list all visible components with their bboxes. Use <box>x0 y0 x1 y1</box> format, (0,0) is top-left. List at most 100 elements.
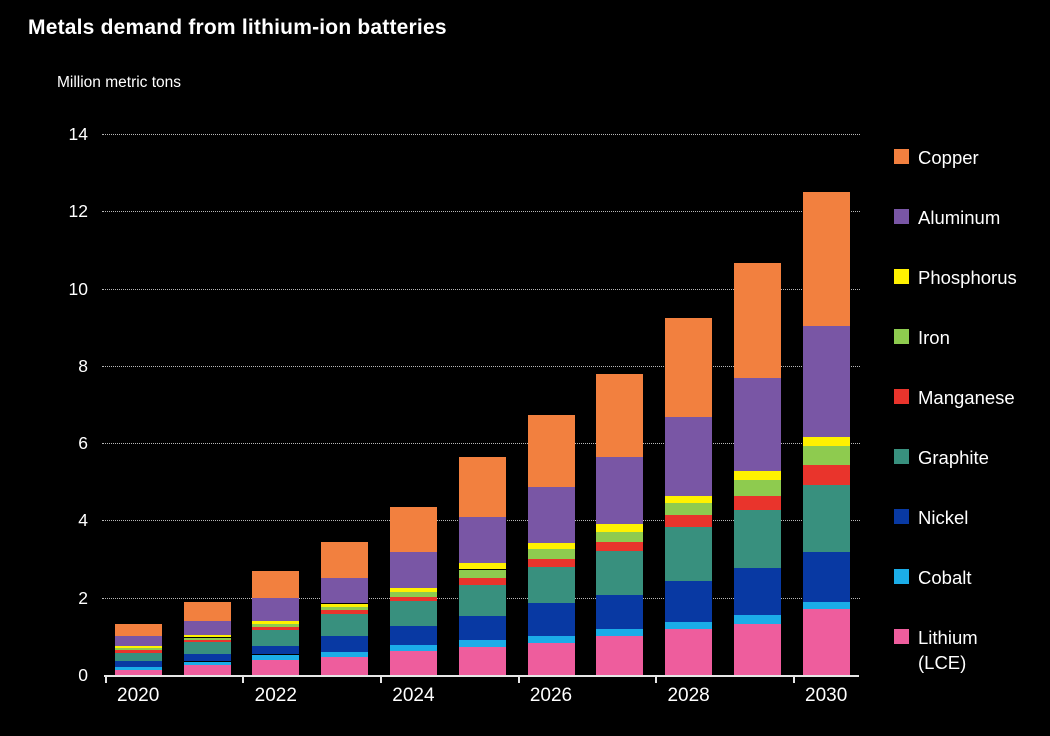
bar-segment-2024-lithium-lce- <box>389 650 437 675</box>
bar-segment-2024-manganese <box>389 596 437 601</box>
bar-segment-2026-aluminum <box>527 486 575 543</box>
bar-segment-2021-nickel <box>183 654 231 662</box>
bar-segment-2027-graphite <box>596 550 644 596</box>
bar-segment-2021-copper <box>183 602 231 621</box>
bar-segment-2028-iron <box>665 502 713 516</box>
x-axis-tick <box>242 676 245 683</box>
y-axis-tick-label: 14 <box>68 123 88 144</box>
bar-segment-2030-graphite <box>802 485 850 553</box>
bar-segment-2029-graphite <box>733 509 781 568</box>
bar-segment-2020-cobalt <box>114 666 162 671</box>
gridline-8 <box>102 365 860 367</box>
x-axis-tick <box>379 676 382 683</box>
bar-segment-2025-graphite <box>458 584 506 617</box>
bar-segment-2023-copper <box>321 542 369 578</box>
bar-segment-2029-lithium-lce- <box>733 623 781 675</box>
bar-segment-2026-phosphorus <box>527 542 575 549</box>
legend-label: Phosphorus <box>918 267 1017 288</box>
bar-segment-2023-cobalt <box>321 652 369 657</box>
legend-item-aluminum: Aluminum <box>894 205 1024 230</box>
y-axis-tick-label: 12 <box>68 201 88 222</box>
bar-segment-2030-iron <box>802 445 850 466</box>
bar-segment-2024-aluminum <box>389 552 437 588</box>
bar-segment-2030-copper <box>802 192 850 327</box>
bar-segment-2023-aluminum <box>321 577 369 604</box>
bar-segment-2023-nickel <box>321 635 369 653</box>
bar-segment-2025-aluminum <box>458 516 506 564</box>
legend-item-copper: Copper <box>894 145 1024 170</box>
bar-segment-2027-copper <box>596 373 644 457</box>
y-axis-tick-label: 8 <box>78 355 88 376</box>
bar-segment-2027-cobalt <box>596 628 644 636</box>
legend-label: Graphite <box>918 447 989 468</box>
bar-segment-2027-iron <box>596 532 644 542</box>
legend-item-cobalt: Cobalt <box>894 565 1024 590</box>
legend-label: Iron <box>918 327 950 348</box>
bar-segment-2022-copper <box>252 571 300 599</box>
bar-segment-2029-nickel <box>733 567 781 615</box>
bar-segment-2028-nickel <box>665 581 713 623</box>
bar-segment-2028-graphite <box>665 527 713 582</box>
bar-segment-2022-aluminum <box>252 598 300 621</box>
bar-segment-2025-lithium-lce- <box>458 646 506 675</box>
bar-segment-2022-phosphorus <box>252 620 300 624</box>
legend-label: Copper <box>918 147 979 168</box>
legend-item-graphite: Graphite <box>894 445 1024 470</box>
legend-swatch-icon <box>894 629 909 644</box>
bar-segment-2022-iron <box>252 623 300 628</box>
legend-swatch-icon <box>894 389 909 404</box>
gridline-10 <box>102 288 860 290</box>
bar-segment-2021-phosphorus <box>183 634 231 638</box>
bar-segment-2026-lithium-lce- <box>527 643 575 675</box>
bar-segment-2029-cobalt <box>733 614 781 624</box>
legend-label: Cobalt <box>918 567 972 588</box>
bar-segment-2021-iron <box>183 637 231 640</box>
bar-segment-2023-iron <box>321 606 369 611</box>
bar-segment-2025-copper <box>458 457 506 517</box>
bar-segment-2023-phosphorus <box>321 603 369 607</box>
bar-segment-2028-copper <box>665 317 713 417</box>
bar-segment-2024-iron <box>389 591 437 597</box>
legend-swatch-icon <box>894 509 909 524</box>
legend-swatch-icon <box>894 569 909 584</box>
bar-segment-2020-copper <box>114 623 162 636</box>
bar-segment-2021-manganese <box>183 639 231 643</box>
bar-segment-2026-cobalt <box>527 636 575 644</box>
bar-segment-2020-aluminum <box>114 636 162 646</box>
bar-segment-2025-cobalt <box>458 640 506 647</box>
bar-segment-2020-phosphorus <box>114 646 162 649</box>
bar-segment-2028-cobalt <box>665 622 713 629</box>
bar-segment-2028-phosphorus <box>665 496 713 503</box>
legend-item-phosphorus: Phosphorus <box>894 265 1024 290</box>
x-axis-tick-label: 2030 <box>805 685 848 706</box>
y-axis-tick-label: 4 <box>78 510 88 531</box>
bar-segment-2022-lithium-lce- <box>252 659 300 675</box>
legend-item-lithium-lce-: Lithium (LCE) <box>894 625 1024 675</box>
bar-segment-2030-phosphorus <box>802 436 850 446</box>
bar-segment-2020-graphite <box>114 652 162 662</box>
legend-swatch-icon <box>894 149 909 164</box>
bar-segment-2021-cobalt <box>183 661 231 665</box>
gridline-14 <box>102 133 860 135</box>
bar-segment-2027-lithium-lce- <box>596 636 644 675</box>
bar-segment-2029-phosphorus <box>733 470 781 480</box>
legend-label: Lithium (LCE) <box>918 627 978 673</box>
x-axis-tick-label: 2026 <box>529 685 573 706</box>
bar-segment-2025-iron <box>458 569 506 578</box>
legend-swatch-icon <box>894 209 909 224</box>
bar-segment-2030-manganese <box>802 465 850 486</box>
chart-title: Metals demand from lithium-ion batteries <box>28 16 447 39</box>
bar-segment-2030-lithium-lce- <box>802 608 850 675</box>
bar-segment-2030-nickel <box>802 552 850 602</box>
bar-segment-2026-manganese <box>527 558 575 568</box>
gridline-12 <box>102 211 860 213</box>
x-axis-tick-label: 2022 <box>254 685 297 706</box>
x-axis-tick <box>655 676 658 683</box>
x-axis-tick-label: 2024 <box>392 685 435 706</box>
bar-segment-2021-aluminum <box>183 620 231 635</box>
bar-segment-2027-aluminum <box>596 457 644 524</box>
bar-segment-2020-iron <box>114 648 162 651</box>
bar-segment-2023-lithium-lce- <box>321 656 369 675</box>
y-axis-title: Million metric tons <box>57 74 182 91</box>
